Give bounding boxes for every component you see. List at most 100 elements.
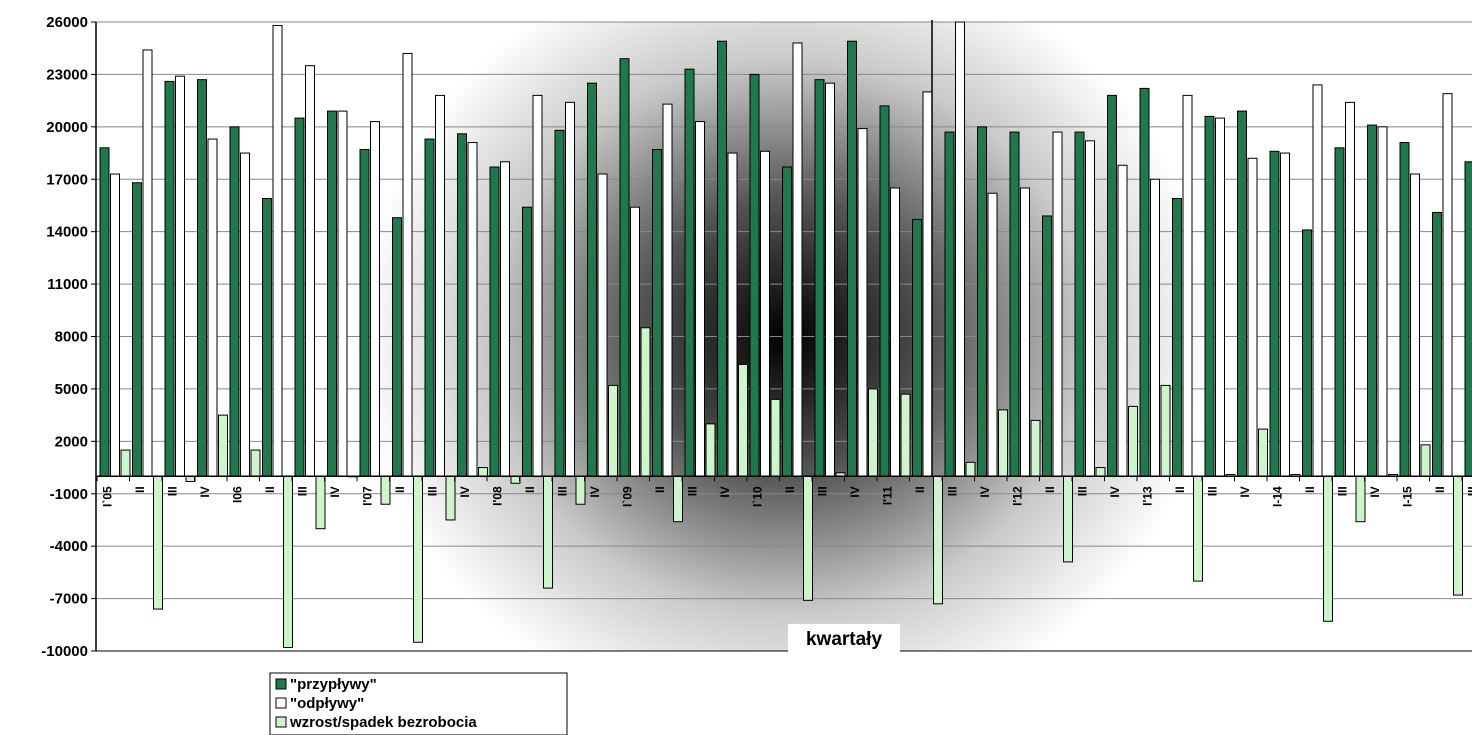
- bar-przyplywy: [1432, 211, 1442, 477]
- bar-przyplywy: [522, 206, 532, 477]
- bar-przyplywy: [1334, 147, 1345, 477]
- bar-odplywy: [1345, 101, 1355, 477]
- y-tick-label: 2000: [55, 433, 88, 450]
- x-tick-label: I'07: [360, 486, 374, 506]
- bar-wzrost-spadek: [153, 475, 163, 610]
- bar-przyplywy: [912, 218, 922, 477]
- bar-przyplywy: [327, 110, 337, 477]
- x-tick-label: I-14: [1270, 486, 1284, 507]
- x-tick-label: III: [1335, 486, 1349, 496]
- bar-odplywy: [1052, 131, 1063, 477]
- x-category-labels: I`05 II III IV I06 II III IV I'07 II III IV I'08 II II…: [100, 486, 1472, 507]
- bar-wzrost-spadek: [1355, 475, 1366, 523]
- bar-przyplywy: [99, 147, 110, 477]
- x-tick-label: III: [1205, 486, 1219, 496]
- bar-wzrost-spadek: [283, 475, 293, 649]
- bar-odplywy: [1117, 164, 1128, 477]
- legend-label-wzrost-spadek: wzrost/spadek bezrobocia: [289, 714, 477, 731]
- bar-przyplywy: [1042, 215, 1052, 477]
- y-tick-label: 14000: [46, 224, 88, 241]
- x-tick-label: II: [263, 486, 277, 493]
- bar-odplywy: [727, 152, 738, 477]
- bars: [99, 21, 1472, 649]
- bar-przyplywy: [879, 105, 890, 477]
- bar-przyplywy: [1237, 110, 1247, 477]
- bar-wzrost-spadek: [478, 467, 488, 477]
- y-tick-label: 11000: [47, 276, 88, 293]
- bar-przyplywy: [1204, 115, 1215, 477]
- x-tick-label: I`09: [620, 486, 634, 507]
- x-tick-label: IV: [1108, 486, 1122, 497]
- bar-odplywy: [825, 82, 835, 477]
- bar-przyplywy: [424, 138, 435, 477]
- y-tick-label: 8000: [55, 329, 88, 346]
- bar-odplywy: [857, 128, 868, 477]
- x-tick-label: III: [165, 486, 179, 496]
- bar-przyplywy: [294, 117, 305, 477]
- bar-wzrost-spadek: [185, 475, 196, 483]
- bar-wzrost-spadek: [575, 475, 586, 505]
- y-tick-label: -7000: [50, 591, 88, 608]
- bar-wzrost-spadek: [1128, 405, 1138, 477]
- bar-wzrost-spadek: [380, 475, 391, 505]
- bar-wzrost-spadek: [933, 475, 943, 605]
- x-tick-label: IV: [1368, 486, 1382, 497]
- bar-przyplywy: [1139, 87, 1150, 477]
- bar-wzrost-spadek: [1323, 475, 1333, 622]
- x-tick-label: IV: [458, 486, 472, 497]
- bar-wzrost-spadek: [1160, 384, 1171, 477]
- bar-odplywy: [1312, 84, 1323, 477]
- x-tick-label: I'11: [880, 486, 894, 505]
- legend-label-odplywy: "odpływy": [290, 695, 364, 712]
- x-tick-label: III: [945, 486, 959, 496]
- y-tick-label: -4000: [50, 538, 88, 555]
- x-tick-label: IV: [588, 486, 602, 497]
- bar-przyplywy: [132, 182, 142, 477]
- bar-przyplywy: [944, 131, 955, 477]
- bar-przyplywy: [489, 166, 500, 477]
- bar-wzrost-spadek: [1258, 428, 1268, 477]
- x-tick-label: II: [653, 486, 667, 493]
- x-tick-label: III: [1075, 486, 1089, 496]
- bar-przyplywy: [977, 126, 987, 477]
- bar-odplywy: [1085, 140, 1095, 477]
- legend: "przypływy" "odpływy" wzrost/spadek bezr…: [269, 672, 568, 735]
- x-tick-label: II: [1433, 486, 1447, 493]
- bar-wzrost-spadek: [445, 475, 456, 521]
- x-tick-label: II: [133, 486, 147, 493]
- bar-odplywy: [142, 49, 153, 477]
- x-tick-label: I'12: [1010, 486, 1024, 506]
- bar-odplywy: [922, 91, 933, 477]
- bar-przyplywy: [392, 217, 402, 477]
- bar-wzrost-spadek: [1453, 475, 1463, 596]
- x-tick-label: IV: [328, 486, 342, 497]
- bar-przyplywy: [1399, 142, 1410, 477]
- y-tick-label: -10000: [41, 643, 88, 660]
- bar-wzrost-spadek: [1063, 475, 1073, 563]
- x-tick-label: III: [815, 486, 829, 496]
- x-tick-label: I`05: [100, 486, 114, 507]
- bar-przyplywy: [457, 133, 467, 477]
- bar-odplywy: [435, 94, 445, 477]
- bar-odplywy: [1280, 152, 1290, 477]
- bar-przyplywy: [197, 79, 207, 477]
- x-tick-label: I06: [230, 486, 244, 503]
- bar-wzrost-spadek: [770, 398, 781, 477]
- bar-wzrost-spadek: [965, 461, 976, 477]
- y-tick-label: 26000: [46, 14, 88, 31]
- legend-box: [269, 672, 568, 735]
- x-tick-label: I'13: [1140, 486, 1154, 506]
- bar-przyplywy: [1009, 131, 1020, 477]
- bar-przyplywy: [164, 80, 175, 477]
- bar-wzrost-spadek: [1030, 419, 1041, 477]
- bar-wzrost-spadek: [413, 475, 423, 643]
- bar-odplywy: [207, 138, 218, 477]
- bar-odplywy: [337, 110, 348, 477]
- bar-wzrost-spadek: [1193, 475, 1203, 582]
- bar-odplywy: [662, 103, 673, 477]
- bar-przyplywy: [229, 126, 240, 477]
- legend-swatch-wzrost-spadek: [275, 716, 287, 728]
- bar-przyplywy: [359, 149, 370, 477]
- bar-odplywy: [500, 161, 510, 477]
- y-tick-label: -1000: [50, 486, 88, 503]
